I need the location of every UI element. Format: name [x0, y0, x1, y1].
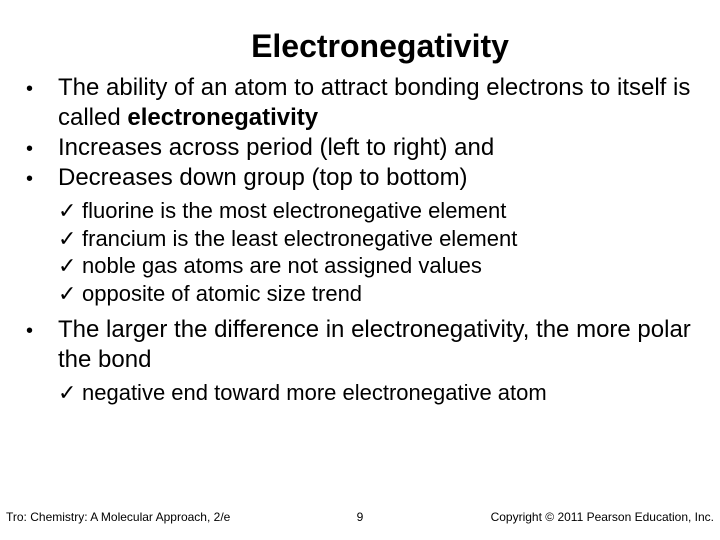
- sub-bullet-text: negative end toward more electronegative…: [82, 379, 700, 407]
- check-icon: ✓: [58, 252, 82, 280]
- bullet-text: The larger the difference in electronega…: [58, 315, 700, 375]
- bullet-icon: •: [20, 133, 58, 163]
- sub-bullet-item: ✓ opposite of atomic size trend: [58, 280, 700, 308]
- bullet-item: • The ability of an atom to attract bond…: [20, 73, 700, 133]
- footer-copyright: Copyright © 2011 Pearson Education, Inc.: [400, 510, 720, 524]
- bullet-icon: •: [20, 73, 58, 133]
- sub-bullet-block: ✓ fluorine is the most electronegative e…: [20, 197, 700, 307]
- sub-bullet-block: ✓ negative end toward more electronegati…: [20, 379, 700, 407]
- footer-source: Tro: Chemistry: A Molecular Approach, 2/…: [0, 510, 320, 524]
- slide-body: • The ability of an atom to attract bond…: [20, 73, 700, 407]
- sub-bullet-text: opposite of atomic size trend: [82, 280, 700, 308]
- footer-page-number: 9: [320, 510, 400, 524]
- sub-bullet-item: ✓ fluorine is the most electronegative e…: [58, 197, 700, 225]
- sub-bullet-text: noble gas atoms are not assigned values: [82, 252, 700, 280]
- sub-bullet-item: ✓ negative end toward more electronegati…: [58, 379, 700, 407]
- slide-title: Electronegativity: [60, 28, 700, 65]
- bullet-item: • The larger the difference in electrone…: [20, 315, 700, 375]
- check-icon: ✓: [58, 197, 82, 225]
- check-icon: ✓: [58, 225, 82, 253]
- sub-bullet-item: ✓ francium is the least electronegative …: [58, 225, 700, 253]
- bullet-item: • Decreases down group (top to bottom): [20, 163, 700, 193]
- slide-footer: Tro: Chemistry: A Molecular Approach, 2/…: [0, 510, 720, 524]
- sub-bullet-text: francium is the least electronegative el…: [82, 225, 700, 253]
- bullet-text: Increases across period (left to right) …: [58, 133, 700, 163]
- bullet-icon: •: [20, 163, 58, 193]
- bold-term: electronegativity: [127, 104, 318, 131]
- bullet-text: The ability of an atom to attract bondin…: [58, 73, 700, 133]
- check-icon: ✓: [58, 379, 82, 407]
- check-icon: ✓: [58, 280, 82, 308]
- bullet-item: • Increases across period (left to right…: [20, 133, 700, 163]
- bullet-text: Decreases down group (top to bottom): [58, 163, 700, 193]
- sub-bullet-text: fluorine is the most electronegative ele…: [82, 197, 700, 225]
- sub-bullet-item: ✓ noble gas atoms are not assigned value…: [58, 252, 700, 280]
- bullet-icon: •: [20, 315, 58, 375]
